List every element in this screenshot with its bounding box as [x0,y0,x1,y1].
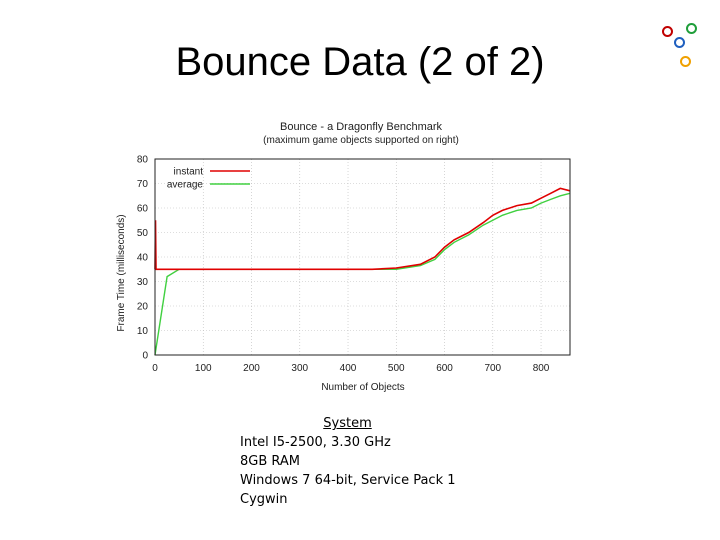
y-tick-label: 80 [137,155,149,166]
system-info-line-ram: 8GB RAM [240,454,301,469]
system-info: System Intel I5-2500, 3.30 GHz 8GB RAM W… [240,414,500,509]
x-axis-label: Number of Objects [321,382,404,393]
x-tick-label: 100 [195,363,212,374]
decorative-circle-red [662,26,673,37]
x-tick-label: 400 [340,363,357,374]
x-tick-label: 700 [484,363,501,374]
y-tick-label: 10 [137,326,149,337]
chart-title: Bounce - a Dragonfly Benchmark [280,121,443,133]
system-info-line-os: Windows 7 64-bit, Service Pack 1 [240,473,456,488]
y-axis-label: Frame Time (milliseconds) [116,214,127,331]
series-line-instant [154,187,571,271]
y-tick-label: 50 [137,228,149,239]
grid [154,158,570,356]
x-tick-label: 300 [291,363,308,374]
slide-title-text: Bounce Data (2 of 2) [175,40,545,84]
x-tick-label: 200 [243,363,260,374]
legend-label-instant: instant [174,167,204,178]
chart-subtitle: (maximum game objects supported on right… [263,135,459,146]
series-layer [154,187,571,356]
y-tick-label: 40 [137,253,149,264]
system-info-line-env: Cygwin [240,492,288,507]
x-tick-label: 600 [436,363,453,374]
system-info-line-cpu: Intel I5-2500, 3.30 GHz [240,435,391,450]
decorative-circle-green [686,23,697,34]
y-tick-label: 60 [137,204,149,215]
y-tick-label: 30 [137,277,149,288]
decorative-circle-blue [674,37,685,48]
plot-area-frame [154,158,571,356]
y-tick-label: 70 [137,179,149,190]
legend: instant average [167,167,250,191]
slide-title: Bounce Data (2 of 2) [0,40,720,85]
decorative-circle-orange [680,56,691,67]
x-tick-label: 0 [152,363,158,374]
x-tick-label: 800 [533,363,550,374]
y-tick-label: 0 [142,351,148,362]
y-tick-label: 20 [137,302,149,313]
x-tick-label: 500 [388,363,405,374]
legend-label-average: average [167,180,204,191]
system-info-title: System [323,416,372,431]
frame-time-chart: Bounce - a Dragonfly Benchmark (maximum … [116,121,571,393]
